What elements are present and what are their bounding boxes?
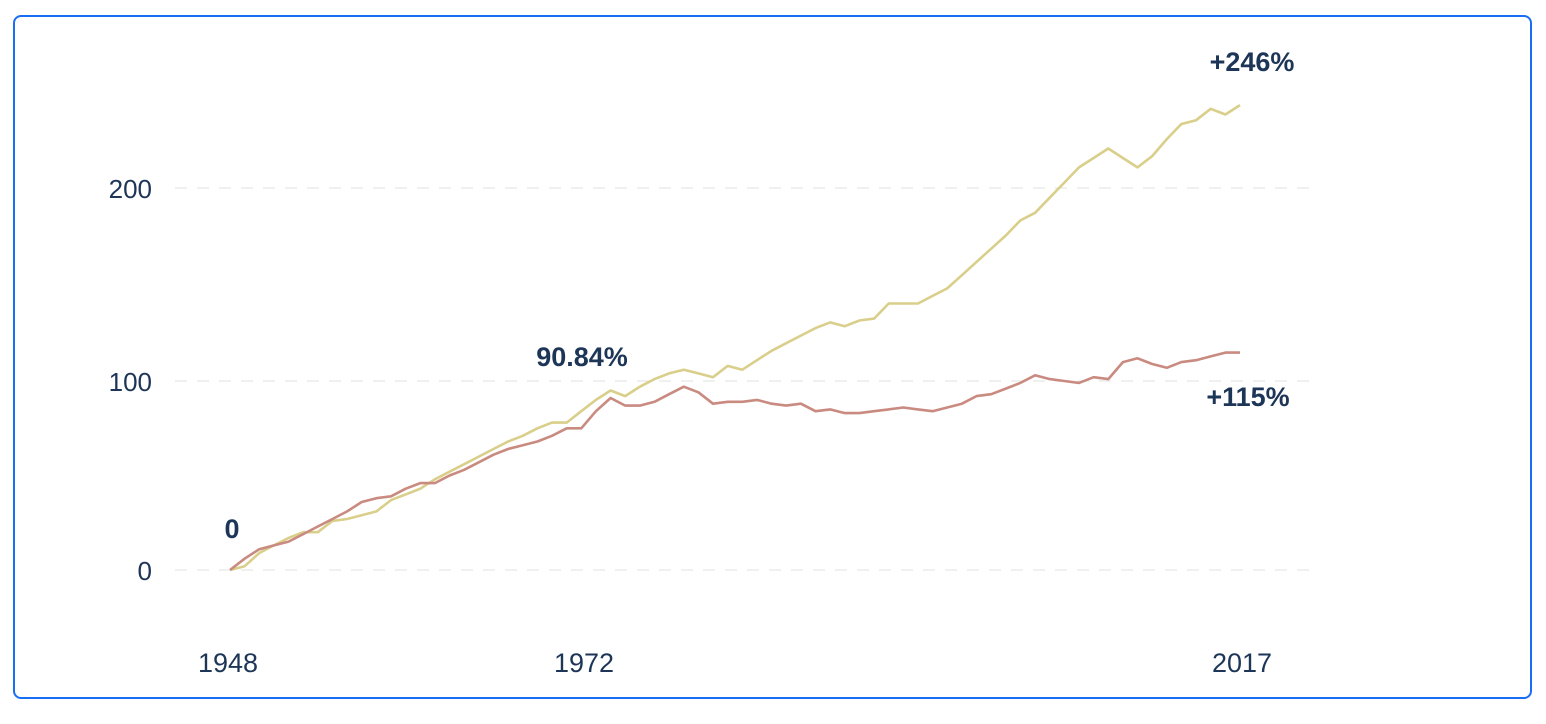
x-tick-1948: 1948 (198, 648, 258, 678)
annotation-productivity-end: +246% (1210, 47, 1295, 77)
productivity-line (229, 104, 1241, 572)
x-tick-1972: 1972 (554, 648, 614, 678)
compensation-line (229, 351, 1240, 572)
annotation-compensation-end: +115% (1206, 382, 1289, 412)
y-tick-100: 100 (109, 367, 152, 397)
annotation-1972-value: 90.84% (536, 342, 628, 372)
annotation-start-zero: 0 (224, 514, 239, 544)
x-tick-2017: 2017 (1212, 648, 1272, 678)
chart-frame (13, 15, 1532, 699)
y-tick-0: 0 (138, 556, 152, 586)
y-tick-200: 200 (109, 174, 152, 204)
